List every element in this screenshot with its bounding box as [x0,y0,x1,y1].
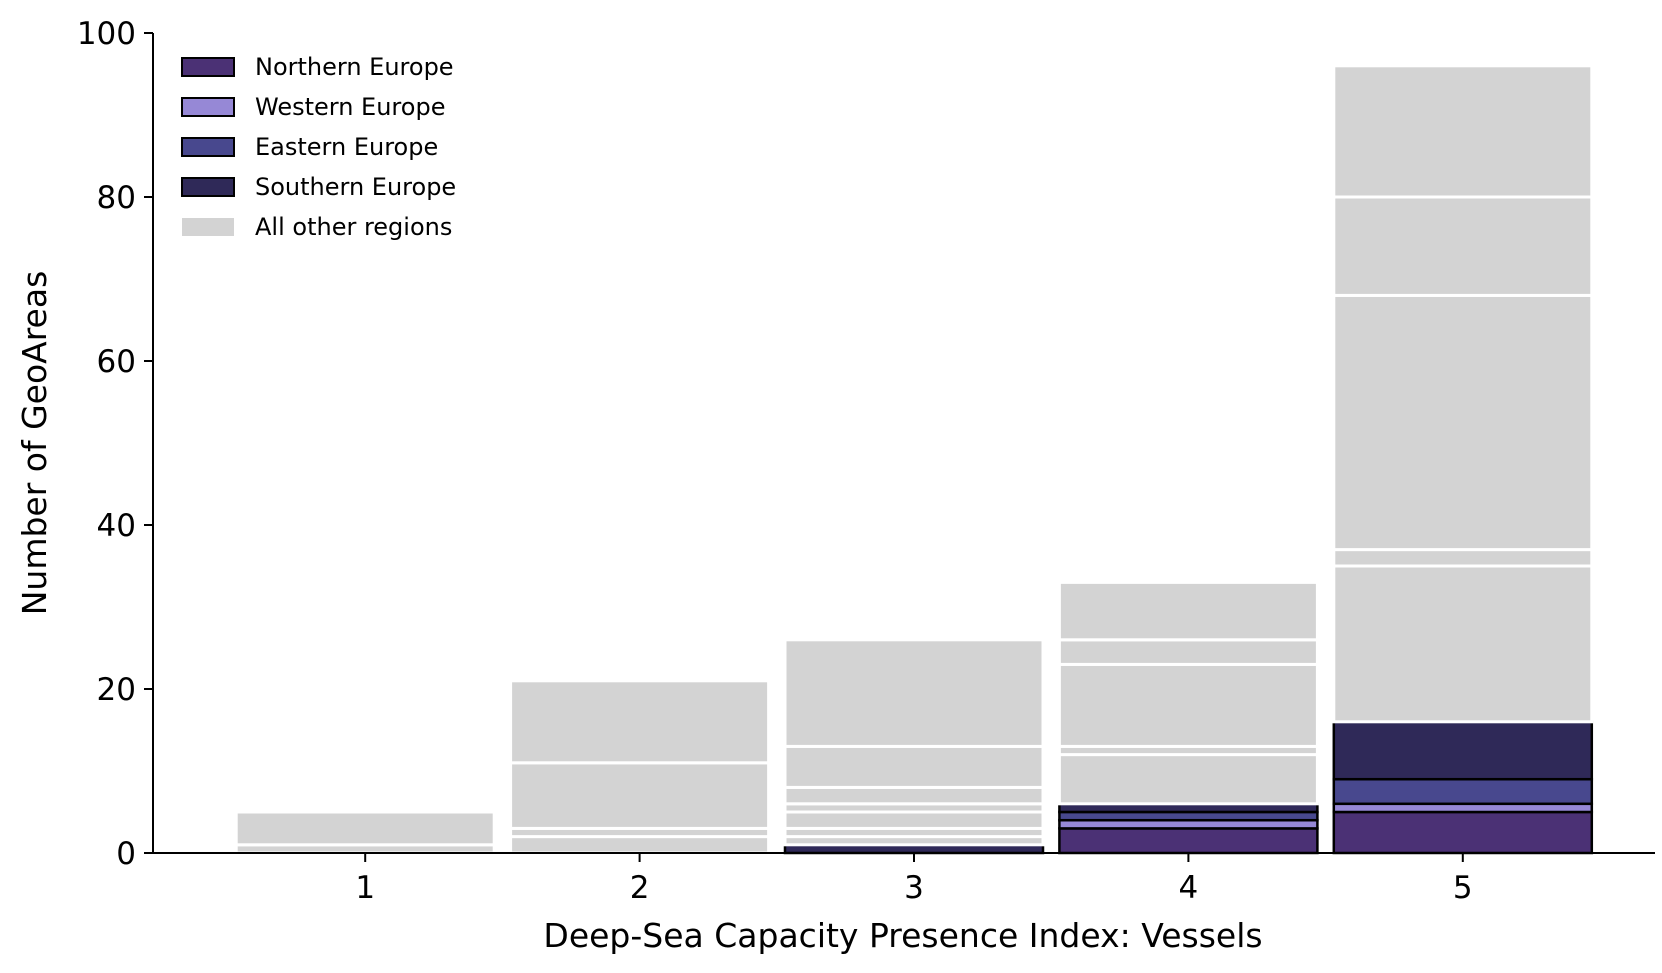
bar-other-regions-2-segment-3 [509,761,771,830]
bar-other-regions-4-segment-5 [1057,580,1319,642]
legend: Northern Europe Western Europe Eastern Eur… [181,53,456,241]
bar-eastern-europe-5 [1332,777,1594,806]
y-tick-label-40: 40 [97,508,136,544]
bar-southern-europe-5 [1332,720,1594,781]
legend-swatch-all-other-regions [182,218,234,236]
legend-swatch-southern-europe [181,177,235,197]
y-tick-label-20: 20 [97,672,136,708]
bar-other-regions-5-segment-5 [1332,64,1594,199]
bar-other-regions-2-segment-4 [509,679,771,765]
bar-other-regions-4-segment-3 [1057,662,1319,748]
ticks-layer: 0 20 40 60 80 100 1 2 3 4 5 [77,16,1473,906]
x-tick-label-1: 1 [355,870,375,906]
bar-other-regions-5-segment-3 [1332,293,1594,552]
y-tick-label-100: 100 [77,16,136,52]
x-tick-label-3: 3 [904,870,924,906]
legend-label-all-other-regions: All other regions [255,213,452,241]
bar-other-regions-5-segment-1 [1332,564,1594,724]
y-axis-title: Number of GeoAreas [15,271,54,616]
legend-label-northern-europe: Northern Europe [255,53,454,81]
bar-other-regions-2-segment-1 [509,835,771,855]
y-tick-label-60: 60 [97,344,136,380]
bar-other-regions-4-segment-4 [1057,638,1319,666]
x-tick-label-2: 2 [630,870,650,906]
axes-layer [152,33,1655,854]
bars-layer [234,64,1594,855]
bar-northern-europe-4 [1058,827,1319,855]
legend-label-western-europe: Western Europe [255,93,445,121]
x-axis-title: Deep-Sea Capacity Presence Index: Vessel… [543,916,1262,955]
bar-northern-europe-5 [1332,810,1594,855]
y-tick-label-0: 0 [116,836,136,872]
bar-other-regions-5-segment-2 [1332,548,1594,568]
bar-other-regions-1-segment-2 [234,810,496,847]
bar-other-regions-4-segment-1 [1057,753,1319,806]
bar-other-regions-3-segment-6 [783,744,1045,789]
x-tick-label-5: 5 [1453,870,1473,906]
x-tick-label-4: 4 [1179,870,1199,906]
legend-label-eastern-europe: Eastern Europe [255,133,438,161]
legend-swatch-eastern-europe [181,137,235,157]
y-tick-label-80: 80 [97,180,136,216]
bar-other-regions-5-segment-4 [1332,195,1594,297]
bar-other-regions-3-segment-3 [783,810,1045,830]
legend-swatch-western-europe [181,97,235,117]
legend-label-southern-europe: Southern Europe [255,173,456,201]
bar-other-regions-3-segment-5 [783,785,1045,806]
legend-swatch-northern-europe [181,57,235,77]
bar-other-regions-3-segment-7 [783,638,1045,748]
